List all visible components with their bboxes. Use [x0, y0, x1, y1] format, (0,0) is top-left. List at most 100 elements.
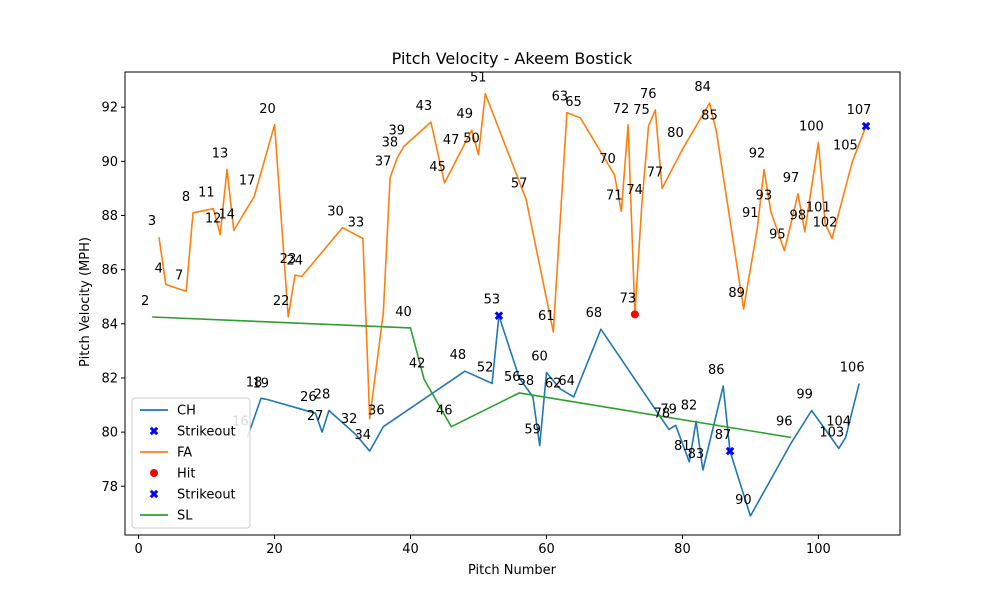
point-label: 12 [205, 211, 222, 226]
point-label: 100 [799, 119, 824, 134]
point-label: 39 [388, 123, 405, 138]
point-label: 26 [300, 390, 317, 405]
point-label: 30 [327, 205, 344, 220]
x-tick-label: 40 [402, 542, 419, 557]
y-tick-label: 88 [101, 209, 118, 224]
y-tick-label: 78 [101, 480, 118, 495]
series-line-fa [158, 92, 867, 420]
y-tick-label: 84 [101, 317, 118, 332]
point-label: 92 [749, 146, 766, 161]
point-label: 63 [552, 90, 569, 105]
point-label: 51 [470, 71, 487, 86]
point-label: 50 [463, 132, 480, 147]
point-label: 43 [416, 99, 433, 114]
point-label: 45 [429, 160, 446, 175]
point-label: 46 [436, 404, 453, 419]
point-label: 101 [806, 201, 831, 216]
legend-x-swatch [149, 489, 159, 499]
y-tick-label: 86 [101, 263, 118, 278]
x-axis-label: Pitch Number [468, 563, 557, 578]
point-label: 83 [688, 447, 705, 462]
point-label: 73 [620, 291, 637, 306]
y-tick-label: 82 [101, 371, 118, 386]
y-tick-label: 92 [101, 101, 118, 116]
x-tick-label: 60 [538, 542, 555, 557]
marker-strikeout-ch [725, 446, 735, 456]
point-label: 22 [273, 294, 290, 309]
point-label: 102 [813, 216, 838, 231]
point-label: 70 [599, 152, 616, 167]
legend-label: FA [177, 446, 192, 461]
point-label: 60 [531, 350, 548, 365]
series-line-sl [152, 316, 792, 439]
point-label: 24 [286, 253, 303, 268]
point-label: 27 [307, 409, 324, 424]
point-label: 28 [314, 387, 331, 402]
point-label: 93 [756, 188, 773, 203]
point-label: 11 [198, 186, 215, 201]
point-label: 96 [776, 415, 793, 430]
point-label: 47 [443, 133, 460, 148]
y-tick-label: 80 [101, 426, 118, 441]
point-label: 7 [175, 268, 183, 283]
point-label: 80 [667, 126, 684, 141]
point-label: 65 [565, 95, 582, 110]
legend-entry-hit: Hit [150, 467, 195, 482]
x-tick-label: 0 [134, 542, 142, 557]
point-label: 3 [148, 214, 156, 229]
strikeout-mark-stroke [725, 446, 735, 456]
x-tick-label: 80 [674, 542, 691, 557]
point-label: 75 [633, 103, 650, 118]
point-label: 62 [545, 377, 562, 392]
legend-dot-swatch [150, 469, 158, 477]
chart-title: Pitch Velocity - Akeem Bostick [392, 49, 633, 68]
point-label: 42 [409, 356, 426, 371]
point-label: 57 [511, 176, 528, 191]
legend-label: CH [177, 404, 196, 419]
point-label: 23 [280, 252, 297, 267]
point-label: 97 [783, 171, 800, 186]
legend-entry-strikeout: Strikeout [149, 488, 236, 503]
point-label: 104 [826, 415, 851, 430]
y-axis-label: Pitch Velocity (MPH) [78, 237, 93, 367]
point-label: 61 [538, 309, 555, 324]
plot-frame [124, 71, 901, 536]
legend-box [131, 397, 251, 529]
legend: CH Strikeout FA Hit Strikeout SL [131, 397, 251, 529]
x-tick-label: 100 [806, 542, 831, 557]
point-label: 86 [708, 363, 725, 378]
point-label: 19 [252, 377, 269, 392]
point-label: 37 [375, 155, 392, 170]
point-label: 4 [155, 262, 163, 277]
point-label: 56 [504, 370, 521, 385]
point-label: 98 [790, 209, 807, 224]
point-label: 48 [450, 348, 467, 363]
point-label: 76 [640, 87, 657, 102]
point-label: 74 [626, 183, 643, 198]
legend-label: Strikeout [177, 488, 236, 503]
marker-hit [630, 310, 639, 319]
legend-entry-sl: SL [140, 509, 193, 524]
point-label: 79 [660, 402, 677, 417]
y-tick-label: 90 [101, 155, 118, 170]
point-label: 84 [694, 80, 711, 95]
legend-entry-strikeout: Strikeout [149, 425, 236, 440]
point-label: 13 [212, 146, 229, 161]
point-label: 32 [341, 412, 358, 427]
legend-entry-fa: FA [140, 446, 192, 461]
point-label: 40 [395, 305, 412, 320]
point-label: 85 [701, 109, 718, 124]
point-label: 99 [796, 387, 813, 402]
point-label: 81 [674, 439, 691, 454]
point-label: 17 [239, 174, 256, 189]
point-label: 34 [354, 428, 371, 443]
strikeout-mark-stroke [861, 121, 871, 131]
point-label: 78 [654, 406, 671, 421]
point-label: 2 [141, 294, 149, 309]
point-label: 14 [218, 207, 235, 222]
point-label: 18 [246, 375, 263, 390]
point-label: 53 [484, 293, 501, 308]
point-label: 36 [368, 404, 385, 419]
point-label: 38 [382, 136, 399, 151]
